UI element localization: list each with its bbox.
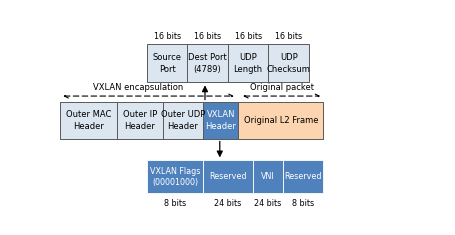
Text: Source
Port: Source Port: [152, 53, 182, 74]
Text: 8 bits: 8 bits: [164, 199, 186, 208]
Text: Reserved: Reserved: [284, 172, 322, 181]
FancyBboxPatch shape: [147, 160, 203, 193]
Text: Outer UDP
Header: Outer UDP Header: [161, 110, 205, 130]
Text: Outer IP
Header: Outer IP Header: [122, 110, 157, 130]
Text: 8 bits: 8 bits: [292, 199, 314, 208]
Text: 24 bits: 24 bits: [254, 199, 281, 208]
Text: 16 bits: 16 bits: [235, 31, 262, 40]
Text: VXLAN encapsulation: VXLAN encapsulation: [93, 83, 183, 92]
Text: UDP
Length: UDP Length: [233, 53, 263, 74]
Text: 16 bits: 16 bits: [194, 31, 221, 40]
FancyBboxPatch shape: [238, 102, 323, 139]
Text: UDP
Checksum: UDP Checksum: [267, 53, 311, 74]
Text: 16 bits: 16 bits: [153, 31, 181, 40]
FancyBboxPatch shape: [61, 102, 117, 139]
Text: VXLAN Flags
(00001000): VXLAN Flags (00001000): [150, 167, 200, 187]
FancyBboxPatch shape: [163, 102, 203, 139]
Text: VXLAN
Header: VXLAN Header: [205, 110, 236, 130]
FancyBboxPatch shape: [268, 44, 309, 82]
Text: 24 bits: 24 bits: [214, 199, 242, 208]
FancyBboxPatch shape: [203, 160, 253, 193]
Text: 16 bits: 16 bits: [275, 31, 302, 40]
FancyBboxPatch shape: [253, 160, 283, 193]
FancyBboxPatch shape: [117, 102, 163, 139]
Text: VNI: VNI: [261, 172, 274, 181]
Text: Original L2 Frame: Original L2 Frame: [243, 116, 318, 125]
Text: Original packet: Original packet: [250, 83, 313, 92]
Text: Outer MAC
Header: Outer MAC Header: [66, 110, 111, 130]
FancyBboxPatch shape: [203, 102, 238, 139]
FancyBboxPatch shape: [228, 44, 268, 82]
FancyBboxPatch shape: [283, 160, 323, 193]
Text: Dest Port
(4789): Dest Port (4789): [188, 53, 227, 74]
FancyBboxPatch shape: [187, 44, 228, 82]
Text: Reserved: Reserved: [209, 172, 247, 181]
FancyBboxPatch shape: [147, 44, 187, 82]
